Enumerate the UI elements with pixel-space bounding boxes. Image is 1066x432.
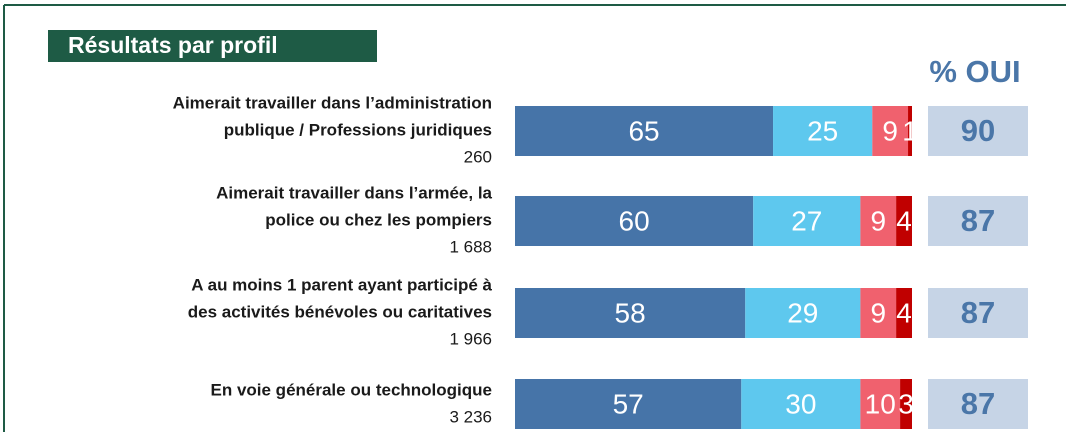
category-label: A au moins 1 parent ayant participé à bbox=[191, 275, 492, 294]
total-box bbox=[928, 196, 1028, 246]
value-label: 9 bbox=[870, 205, 886, 236]
bar-segment bbox=[872, 106, 909, 156]
bar-segment bbox=[515, 196, 754, 246]
value-label: 9 bbox=[882, 115, 898, 146]
value-label: 4 bbox=[896, 297, 912, 328]
bar-segment bbox=[741, 379, 861, 429]
category-label: En voie générale ou technologique bbox=[211, 380, 493, 399]
value-label: 57 bbox=[613, 388, 644, 419]
value-label: 65 bbox=[628, 115, 659, 146]
total-value: 87 bbox=[961, 295, 995, 330]
value-label: 60 bbox=[619, 205, 650, 236]
value-label: 25 bbox=[807, 115, 838, 146]
total-box bbox=[928, 288, 1028, 338]
bar-segment bbox=[860, 196, 897, 246]
bar-segment bbox=[896, 196, 912, 246]
category-label: des activités bénévoles ou caritatives bbox=[188, 302, 492, 321]
total-box bbox=[928, 106, 1028, 156]
category-label: police ou chez les pompiers bbox=[265, 210, 492, 229]
value-label: 9 bbox=[870, 297, 886, 328]
value-label: 58 bbox=[615, 297, 646, 328]
value-label: 27 bbox=[791, 205, 822, 236]
category-label: Aimerait travailler dans l’administratio… bbox=[173, 93, 492, 112]
category-label: Aimerait travailler dans l’armée, la bbox=[216, 183, 492, 202]
sample-size: 1 688 bbox=[449, 237, 492, 256]
total-value: 87 bbox=[961, 203, 995, 238]
bar-segment bbox=[515, 288, 746, 338]
value-label: 4 bbox=[896, 205, 912, 236]
bar-segment bbox=[753, 196, 861, 246]
value-label: 10 bbox=[865, 388, 896, 419]
value-label: 3 bbox=[898, 388, 914, 419]
value-label: 1 bbox=[902, 115, 918, 146]
bar-segment bbox=[773, 106, 873, 156]
total-value: 90 bbox=[961, 113, 995, 148]
category-label: publique / Professions juridiques bbox=[224, 120, 492, 139]
bar-segment bbox=[515, 379, 742, 429]
bar-segment bbox=[896, 288, 912, 338]
bar-segment bbox=[860, 379, 901, 429]
sample-size: 260 bbox=[464, 147, 492, 166]
chart-title: Résultats par profil bbox=[68, 32, 278, 58]
sample-size: 3 236 bbox=[449, 407, 492, 426]
total-value: 87 bbox=[961, 386, 995, 421]
bar-segment bbox=[860, 288, 897, 338]
total-box bbox=[928, 379, 1028, 429]
bar-segment bbox=[515, 106, 774, 156]
value-label: 30 bbox=[785, 388, 816, 419]
bar-segment bbox=[900, 379, 912, 429]
bar-segment bbox=[908, 106, 912, 156]
title-box bbox=[48, 30, 377, 62]
value-label: 29 bbox=[787, 297, 818, 328]
bar-segment bbox=[745, 288, 861, 338]
sample-size: 1 966 bbox=[449, 329, 492, 348]
totals-title: % OUI bbox=[929, 54, 1020, 89]
